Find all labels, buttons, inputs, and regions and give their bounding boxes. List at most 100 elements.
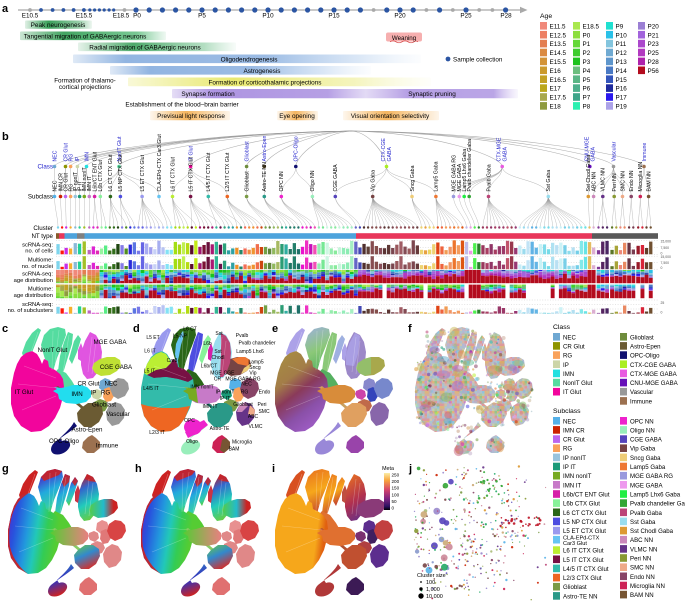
svg-text:Astro-Epen: Astro-Epen — [72, 427, 104, 434]
svg-text:CGE GABA: CGE GABA — [100, 364, 133, 371]
svg-text:IMN CR: IMN CR — [563, 427, 585, 434]
svg-text:Lamp5: Lamp5 — [248, 360, 264, 366]
svg-text:IP IT: IP IT — [220, 396, 230, 402]
svg-text:Sst: Sst — [214, 349, 222, 355]
svg-text:f: f — [408, 323, 412, 335]
svg-text:P19: P19 — [616, 104, 628, 111]
svg-text:i: i — [272, 463, 275, 475]
svg-text:25: 25 — [661, 301, 665, 305]
svg-text:100: 100 — [426, 580, 435, 586]
svg-text:P28: P28 — [500, 13, 512, 20]
svg-text:L6 CT: L6 CT — [183, 327, 197, 333]
svg-text:P2: P2 — [583, 50, 591, 57]
svg-text:Multiome:: Multiome: — [28, 286, 54, 292]
svg-text:Glioblast: Glioblast — [630, 334, 654, 341]
svg-text:L6 CT CTX Glut: L6 CT CTX Glut — [563, 510, 607, 517]
svg-text:L2/3 CTX Glut: L2/3 CTX Glut — [563, 575, 602, 582]
svg-text:E10.5: E10.5 — [22, 13, 39, 20]
svg-text:L6b/CT ENT Glut: L6b/CT ENT Glut — [563, 492, 610, 499]
svg-text:Pvalb Gaba: Pvalb Gaba — [630, 510, 662, 517]
svg-text:RG: RG — [101, 390, 110, 397]
svg-text:IMN nonIT: IMN nonIT — [563, 473, 592, 480]
svg-text:c: c — [2, 323, 8, 335]
svg-text:250: 250 — [392, 473, 400, 478]
svg-text:P14: P14 — [616, 68, 628, 75]
svg-text:P5: P5 — [583, 77, 591, 84]
svg-text:P56: P56 — [648, 68, 660, 75]
svg-text:P15: P15 — [328, 13, 340, 20]
svg-text:P7: P7 — [583, 95, 591, 102]
svg-text:P17: P17 — [616, 95, 628, 102]
svg-text:no. of subclusters: no. of subclusters — [8, 308, 54, 314]
svg-text:Sample collection: Sample collection — [453, 57, 503, 64]
svg-text:E13.5: E13.5 — [550, 41, 567, 48]
svg-text:a: a — [2, 3, 9, 15]
svg-text:NEC: NEC — [52, 180, 58, 191]
svg-text:Establishment of the blood–bra: Establishment of the blood–brain barrier — [125, 102, 239, 109]
svg-text:L6 CT CTX Glut: L6 CT CTX Glut — [108, 154, 114, 191]
svg-text:OPC NN: OPC NN — [279, 171, 285, 191]
svg-text:IT Glut: IT Glut — [188, 145, 194, 161]
svg-text:CLA-EPd-CTX: CLA-EPd-CTX — [563, 536, 600, 542]
svg-text:MGE: MGE — [210, 371, 222, 377]
svg-text:Sst: Sst — [215, 331, 223, 337]
svg-text:L6 IT CTX Glut: L6 IT CTX Glut — [563, 548, 604, 555]
svg-text:P13: P13 — [616, 59, 628, 66]
svg-text:NonIT Glut: NonIT Glut — [117, 136, 123, 162]
svg-text:Sst Gaba: Sst Gaba — [630, 519, 656, 526]
svg-text:RG: RG — [68, 184, 74, 192]
svg-text:E18.5: E18.5 — [113, 13, 130, 20]
svg-text:CR Glut: CR Glut — [563, 437, 585, 444]
svg-text:P5: P5 — [198, 13, 206, 20]
svg-text:Sst Chodl Gaba: Sst Chodl Gaba — [586, 155, 592, 192]
svg-text:age distribution: age distribution — [14, 278, 53, 284]
svg-text:P0: P0 — [583, 32, 591, 39]
svg-text:Formation of thalamo-: Formation of thalamo- — [54, 78, 116, 85]
svg-text:Meta: Meta — [382, 466, 394, 472]
svg-text:Oligodendrogenesis: Oligodendrogenesis — [221, 56, 278, 63]
svg-text:0: 0 — [661, 266, 663, 270]
svg-text:Pvalb: Pvalb — [236, 333, 249, 339]
svg-text:SMC NN: SMC NN — [620, 171, 626, 192]
svg-text:IMN: IMN — [71, 391, 82, 398]
svg-text:BAM NN: BAM NN — [630, 592, 654, 599]
svg-text:NonIT Glut: NonIT Glut — [563, 380, 593, 387]
svg-text:Lamp5 Lhx6 Gaba: Lamp5 Lhx6 Gaba — [630, 492, 681, 499]
svg-text:CNU-MGE: CNU-MGE — [584, 136, 590, 161]
svg-text:Astro-TE NN: Astro-TE NN — [262, 162, 268, 192]
svg-text:L6b/CT ENT Glut: L6b/CT ENT Glut — [92, 151, 98, 191]
svg-text:NEC: NEC — [52, 150, 58, 161]
svg-text:Microglia: Microglia — [232, 440, 252, 446]
svg-text:Lamp5 Lhx6: Lamp5 Lhx6 — [236, 349, 264, 355]
svg-text:E18: E18 — [550, 104, 562, 111]
svg-text:scRNA-seq:: scRNA-seq: — [22, 302, 53, 308]
svg-text:E18.5: E18.5 — [583, 23, 600, 30]
svg-text:Peri NN: Peri NN — [612, 173, 618, 191]
svg-text:e: e — [272, 323, 278, 335]
svg-text:MGE GABA: MGE GABA — [93, 339, 127, 346]
svg-text:Lamp5 Gaba: Lamp5 Gaba — [434, 161, 440, 191]
svg-text:Oligo NN: Oligo NN — [310, 170, 316, 191]
svg-text:L5 ET CTX Glut: L5 ET CTX Glut — [563, 528, 606, 535]
svg-text:L5 IT: L5 IT — [144, 369, 155, 375]
svg-text:Cluster: Cluster — [33, 225, 53, 232]
svg-text:E15.5: E15.5 — [76, 13, 93, 20]
svg-text:P21: P21 — [648, 32, 660, 39]
svg-text:Pvalb chandelier: Pvalb chandelier — [239, 340, 276, 346]
svg-text:Synaptic pruning: Synaptic pruning — [408, 91, 456, 98]
svg-text:IMN IT: IMN IT — [203, 404, 218, 410]
svg-text:GABA: GABA — [590, 147, 596, 162]
svg-text:L5-NP: L5-NP — [173, 334, 188, 340]
svg-text:IT Glut: IT Glut — [563, 389, 581, 396]
svg-text:CTX-CGE: CTX-CGE — [381, 138, 387, 162]
svg-text:IMN: IMN — [563, 371, 574, 378]
svg-text:Peri NN: Peri NN — [630, 556, 651, 563]
svg-text:L4/5 IT: L4/5 IT — [143, 386, 159, 392]
svg-text:Oligo NN: Oligo NN — [630, 427, 655, 434]
svg-text:Previsual light response: Previsual light response — [157, 113, 225, 120]
svg-text:ABC NN: ABC NN — [630, 537, 653, 544]
svg-text:Microglia NN: Microglia NN — [630, 583, 665, 590]
svg-text:Astro-TE: Astro-TE — [210, 426, 230, 432]
svg-text:0: 0 — [392, 506, 395, 511]
svg-text:10,000: 10,000 — [426, 594, 443, 600]
